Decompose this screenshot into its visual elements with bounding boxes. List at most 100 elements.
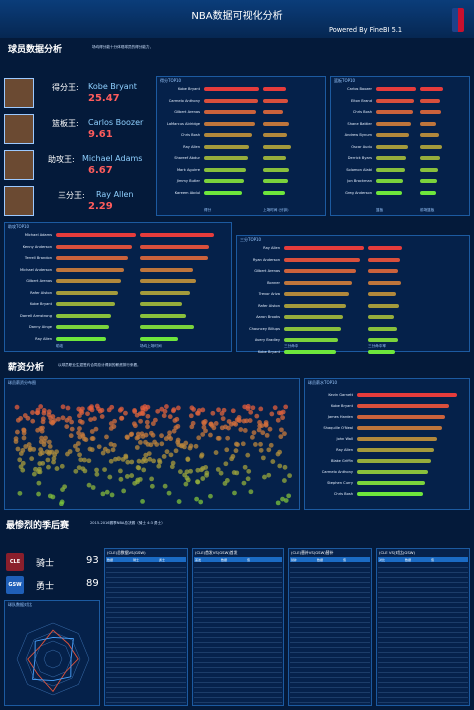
radar-ring: [25, 631, 81, 687]
bar-secondary: [263, 133, 287, 137]
scatter-point: [173, 425, 179, 431]
scatter-point: [77, 434, 83, 440]
bar-primary: [56, 267, 125, 272]
scatter-point: [182, 444, 187, 450]
scatter-point: [22, 413, 28, 418]
scatter-point: [140, 499, 145, 504]
scatter-point: [123, 410, 128, 416]
scatter-point: [262, 474, 267, 480]
scatter-point: [59, 499, 65, 505]
bar-primary: [56, 290, 119, 295]
table-row: [290, 669, 370, 673]
scatter-point: [15, 429, 20, 435]
scatter-point: [75, 447, 81, 453]
bar-secondary: [420, 167, 438, 172]
table-header-cell: 值: [247, 558, 251, 562]
scatter-point: [175, 437, 181, 443]
scatter-point: [86, 458, 92, 464]
team-badge: GSW: [6, 576, 24, 594]
scatter-point: [166, 490, 172, 496]
bar-primary: [284, 257, 361, 262]
table-row: [290, 639, 370, 643]
bar-secondary: [368, 326, 397, 331]
table-row: [378, 564, 468, 568]
scatter-point: [90, 485, 96, 490]
scatter-point: [45, 457, 51, 463]
scatter-point: [27, 447, 33, 453]
bar-secondary: [263, 179, 288, 183]
bar-primary: [204, 87, 259, 91]
table-row: [378, 689, 468, 693]
bar-secondary: [420, 98, 440, 103]
scatter-point: [246, 468, 252, 474]
player-label: Rafer Alston: [258, 303, 280, 308]
scatter-point: [249, 434, 255, 440]
scatter-point: [170, 460, 176, 466]
bar-primary: [204, 133, 252, 137]
bar-primary: [56, 325, 109, 329]
bar-secondary: [140, 267, 193, 272]
star-name: Kobe Bryant: [88, 82, 137, 91]
scatter-point: [264, 432, 270, 438]
table-header-cell: 首发: [195, 558, 202, 562]
scatter-point: [172, 418, 178, 423]
panel-title: 助攻TOP10: [8, 224, 30, 229]
scatter-point: [76, 465, 82, 471]
table-row: [290, 569, 370, 573]
table-row: [194, 664, 282, 668]
rebound-top10-panel: 篮板TOP10 Carlos Boozer Elton Brand Chris Bo…: [330, 76, 470, 216]
table-row: [106, 604, 186, 608]
star-value: 9.61: [88, 129, 113, 140]
scatter-point: [89, 429, 95, 434]
scatter-point: [286, 493, 292, 499]
bar-primary: [376, 179, 404, 183]
scatter-point: [100, 491, 106, 497]
scatter-point: [89, 447, 95, 453]
table-row: [378, 664, 468, 668]
scatter-point: [175, 405, 181, 411]
table-row: [378, 659, 468, 663]
scatter-point: [21, 435, 27, 441]
player-label: Derrick Byars: [347, 156, 372, 160]
scatter-point: [51, 459, 56, 465]
scatter-point: [234, 470, 240, 476]
table-title: (CLE)首发VS(GSW)首发: [195, 550, 238, 555]
panel-title: 得分TOP10: [160, 78, 182, 83]
legend-secondary: 前场篮板: [420, 208, 435, 212]
legend-primary: 助攻: [56, 344, 64, 348]
table-row: [378, 624, 468, 628]
table-row: [194, 639, 282, 643]
scatter-point: [129, 459, 135, 465]
table-row: [378, 629, 468, 633]
table-row: [106, 564, 186, 568]
player-label: Michael Anderson: [20, 267, 52, 272]
star-value: 2.29: [88, 201, 113, 212]
scatter-point: [102, 467, 107, 472]
team-score: 89: [86, 578, 99, 589]
table-row: [378, 584, 468, 588]
bar-primary: [376, 167, 405, 172]
scatter-point: [258, 447, 264, 453]
bar-secondary: [420, 110, 441, 114]
player-label: Gilbert Arenas: [26, 279, 52, 283]
scatter-point: [38, 404, 44, 409]
salary-bar: [357, 448, 434, 452]
scatter-point: [275, 417, 281, 423]
assist-top10-panel: 助攻TOP10 Michael Adams Kenny Anderson Terre…: [4, 222, 232, 352]
scatter-point: [219, 425, 225, 431]
table-row: [194, 634, 282, 638]
header-band: [0, 0, 474, 38]
scatter-point: [54, 466, 60, 471]
scatter-point: [94, 467, 99, 473]
bar-secondary: [420, 87, 443, 91]
scatter-point: [36, 491, 41, 497]
bar-secondary: [368, 280, 401, 285]
scatter-point: [230, 454, 236, 459]
table-row: [378, 669, 468, 673]
bar-primary: [376, 156, 406, 160]
nba-logo-icon: [452, 8, 464, 32]
scatter-point: [135, 431, 141, 437]
scatter-point: [132, 408, 137, 413]
avatar: [4, 186, 34, 216]
player-label: Chris Bosh: [333, 492, 353, 496]
